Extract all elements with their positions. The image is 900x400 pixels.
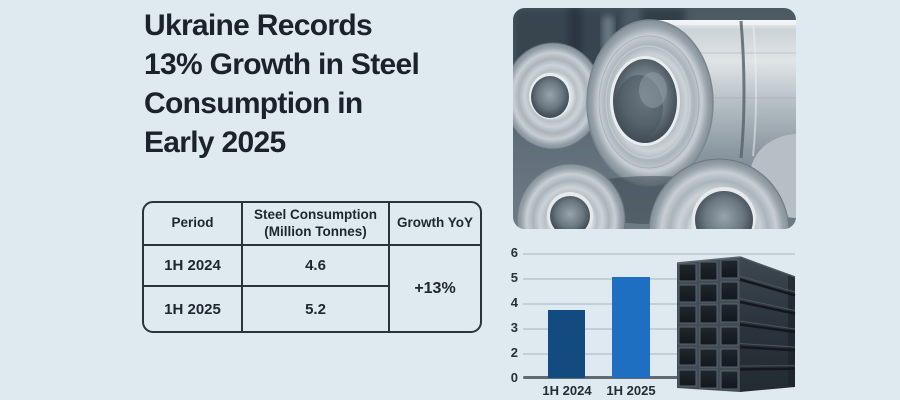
- table-cell-period-1h2025: 1H 2025: [144, 287, 243, 331]
- chart-bar: [612, 277, 650, 378]
- steel-tubes-illustration: [672, 246, 800, 398]
- chart-bar: [548, 310, 585, 378]
- data-table: Period Steel Consumption (Million Tonnes…: [142, 201, 482, 333]
- table-cell-period-1h2024: 1H 2024: [144, 246, 243, 287]
- steel-tubes-graphic: [676, 256, 796, 392]
- y-axis-tick-label: 3: [510, 320, 518, 335]
- steel-coils-illustration: [513, 8, 796, 229]
- gridline: [523, 253, 795, 255]
- table-cell-consumption-1h2025: 5.2: [243, 287, 390, 331]
- x-axis-label: 1H 2024: [542, 383, 592, 398]
- gridline: [523, 328, 795, 330]
- table-header-consumption-line2: (Million Tonnes): [264, 223, 367, 239]
- table-cell-consumption-1h2024: 4.6: [243, 246, 390, 287]
- y-axis-tick-label: 6: [510, 245, 518, 260]
- headline-line: 13% Growth in Steel: [144, 48, 420, 81]
- headline-line: Consumption in: [144, 87, 363, 120]
- y-axis-tick-label: 2: [510, 345, 518, 360]
- table-header-consumption: Steel Consumption (Million Tonnes): [243, 203, 390, 246]
- table-cell-growth-yoy: +13%: [414, 279, 456, 297]
- consumption-bar-chart: 6 5 4 3 2 0 1H 2024 1H 2025: [503, 240, 797, 400]
- table-header-growth: Growth YoY: [390, 203, 480, 246]
- table-header-consumption-line1: Steel Consumption: [253, 206, 377, 222]
- table-header-period: Period: [144, 203, 243, 246]
- x-axis-label: 1H 2025: [606, 383, 656, 398]
- headline-line: Early 2025: [144, 126, 286, 159]
- headline-line: Ukraine Records: [144, 9, 373, 42]
- y-axis-tick-label: 5: [510, 270, 518, 285]
- y-axis-tick-label: 0: [510, 370, 518, 385]
- gridline: [523, 303, 795, 305]
- steel-coils-photo: [513, 8, 796, 229]
- gridline: [523, 353, 795, 355]
- y-axis-tick-label: 4: [510, 295, 518, 310]
- x-axis-line: [523, 376, 795, 379]
- headline: Ukraine Records 13% Growth in Steel Cons…: [144, 6, 504, 162]
- gridline: [523, 278, 795, 280]
